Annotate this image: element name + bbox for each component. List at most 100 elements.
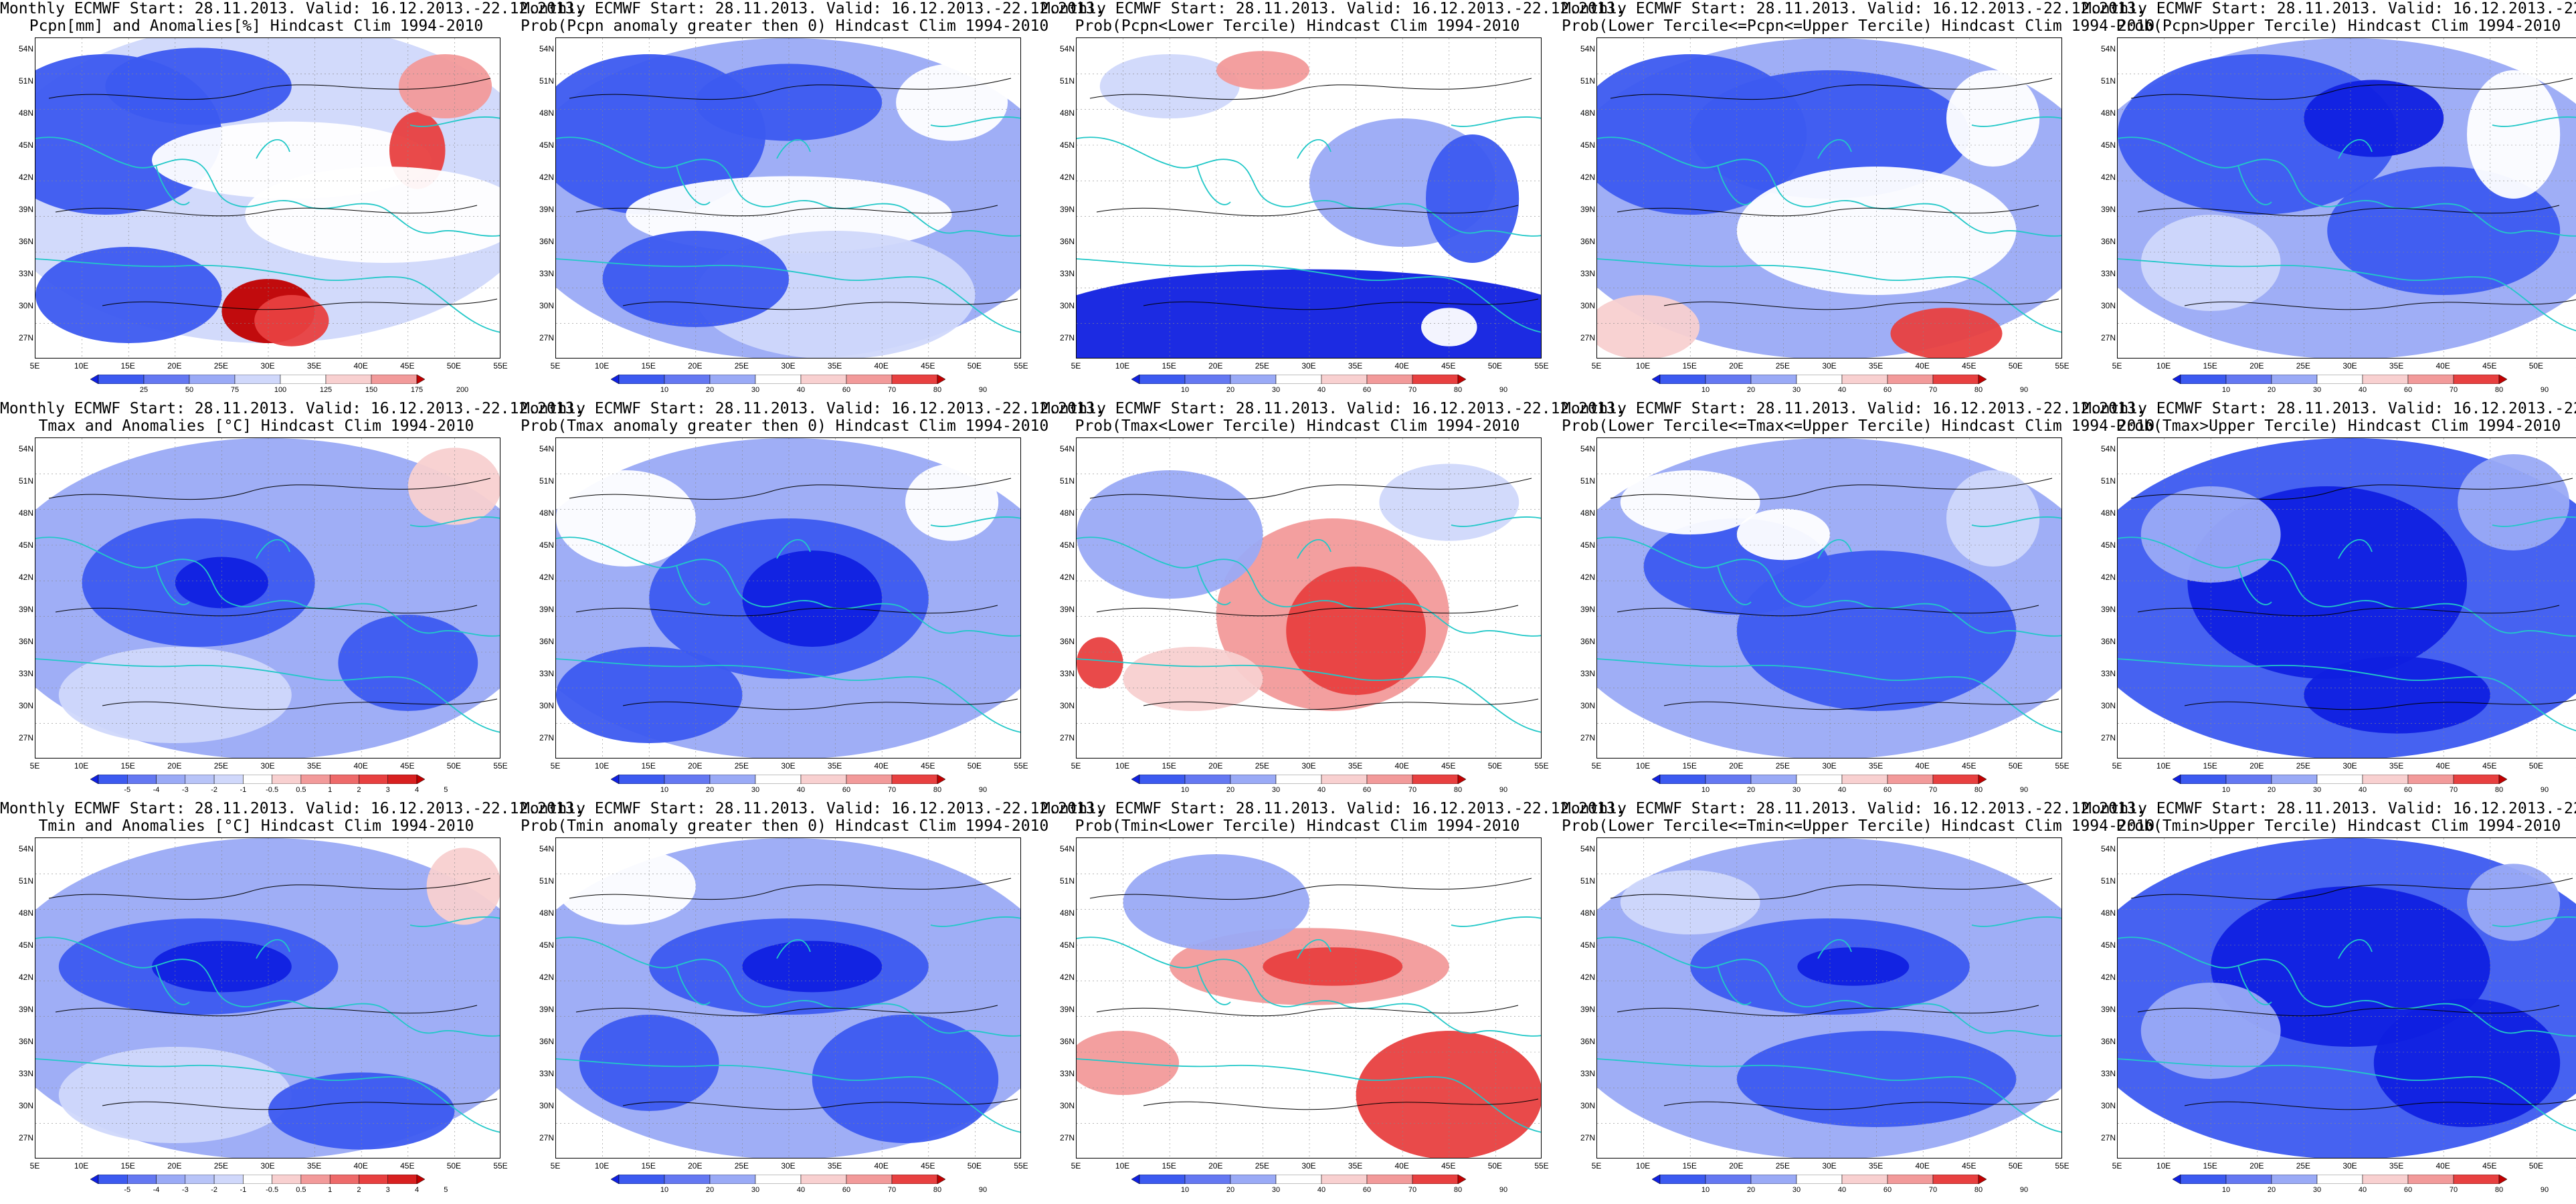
- panel-title-line2: Tmax and Anomalies [°C] Hindcast Clim 19…: [38, 417, 474, 435]
- colorbar-arrow-left: [90, 1175, 99, 1184]
- lat-label: 39N: [539, 205, 554, 214]
- colorbar-label: 60: [842, 786, 851, 794]
- lat-label: 27N: [2100, 733, 2116, 742]
- map-panel: Monthly ECMWF Start: 28.11.2013. Valid: …: [0, 800, 583, 1201]
- lon-label: 40E: [1915, 1161, 1930, 1171]
- lat-label: 33N: [18, 269, 33, 278]
- colorbar-label: 30: [1792, 386, 1801, 394]
- colorbar-label: 40: [2358, 386, 2367, 394]
- colorbar-label: 80: [2494, 1186, 2504, 1194]
- lat-label: 45N: [1059, 540, 1075, 550]
- colorbar: [1652, 1175, 1987, 1184]
- forecast-map: [35, 37, 500, 359]
- lat-label: 51N: [539, 876, 554, 886]
- colorbar-segment: [891, 775, 938, 784]
- lon-label: 5E: [550, 761, 561, 771]
- lon-label: 10E: [1115, 1161, 1130, 1171]
- lon-label: 15E: [1682, 361, 1697, 371]
- colorbar-label: 70: [1928, 1186, 1938, 1194]
- lat-label: 42N: [18, 573, 33, 582]
- colorbar-label: 80: [1453, 1186, 1463, 1194]
- lat-label: 45N: [2100, 140, 2116, 150]
- map-field: [35, 438, 500, 758]
- colorbar-segment: [2407, 375, 2454, 384]
- coastline: [1077, 916, 1541, 1133]
- lon-label: 50E: [2528, 761, 2544, 771]
- lat-label: 54N: [1059, 44, 1075, 54]
- lat-label: 42N: [539, 173, 554, 182]
- lat-label: 27N: [18, 1133, 33, 1142]
- colorbar-label: 60: [2403, 786, 2413, 794]
- colorbar-arrow-left: [90, 775, 99, 784]
- lon-label: 45E: [1441, 361, 1456, 371]
- colorbar-segment: [2316, 775, 2363, 784]
- colorbar-segment: [300, 775, 331, 784]
- colorbar-segment: [800, 375, 847, 384]
- lat-label: 51N: [1059, 876, 1075, 886]
- colorbar-segment: [387, 1175, 418, 1184]
- colorbar-segment: [1750, 775, 1797, 784]
- lat-label: 27N: [539, 1133, 554, 1142]
- lat-label: 48N: [1059, 508, 1075, 518]
- colorbar-segment: [2362, 375, 2409, 384]
- colorbar-arrow-right: [416, 1175, 425, 1184]
- map-panel: Monthly ECMWF Start: 28.11.2013. Valid: …: [0, 400, 584, 801]
- lat-label: 54N: [18, 444, 33, 454]
- lon-label: 40E: [353, 761, 368, 771]
- lon-label: 50E: [2528, 1161, 2544, 1171]
- lat-label: 42N: [1580, 573, 1595, 582]
- lat-label: 48N: [18, 108, 33, 118]
- lon-label: 50E: [967, 761, 982, 771]
- lat-label: 39N: [539, 1005, 554, 1014]
- lon-label: 15E: [120, 1161, 135, 1171]
- lat-label: 42N: [18, 973, 33, 982]
- coastline: [1597, 516, 2061, 733]
- lon-label: 5E: [1071, 361, 1081, 371]
- colorbar-label: 10: [2221, 1186, 2231, 1194]
- colorbar: [611, 1175, 945, 1184]
- colorbar-label: 70: [1408, 1186, 1417, 1194]
- lon-label: 10E: [594, 761, 610, 771]
- colorbar-label: 150: [365, 386, 378, 394]
- colorbar-segment: [1796, 1175, 1843, 1184]
- lon-label: 50E: [446, 361, 462, 371]
- panel-title-line1: Monthly ECMWF Start: 28.11.2013. Valid: …: [1041, 400, 1625, 417]
- lon-label: 55E: [1014, 361, 1028, 371]
- map-field: [2118, 838, 2576, 1158]
- lat-label: 27N: [1580, 733, 1595, 742]
- colorbar-segment: [1932, 775, 1979, 784]
- colorbar-label: 80: [2494, 386, 2504, 394]
- map-field: [1597, 38, 2061, 358]
- colorbar-label: 40: [796, 786, 806, 794]
- lat-label: 27N: [539, 333, 554, 342]
- panel-title-line1: Monthly ECMWF Start: 28.11.2013. Valid: …: [0, 400, 584, 417]
- shaded-region: [1597, 295, 1700, 358]
- colorbar-arrow-right: [1457, 775, 1466, 784]
- colorbar-label: 10: [660, 1186, 669, 1194]
- colorbar-segment: [2316, 1175, 2363, 1184]
- shaded-region: [896, 64, 1008, 141]
- colorbar-segment: [1230, 775, 1277, 784]
- lon-label: 50E: [2528, 361, 2544, 371]
- lon-label: 5E: [1591, 361, 1602, 371]
- coastline: [2118, 516, 2576, 732]
- colorbar: [90, 1175, 425, 1184]
- colorbar-segment: [300, 1175, 331, 1184]
- lat-label: 39N: [1580, 605, 1595, 614]
- lat-label: 51N: [18, 476, 33, 486]
- forecast-map: [1076, 37, 1542, 359]
- colorbar-segment: [618, 1175, 665, 1184]
- lon-label: 40E: [2435, 761, 2450, 771]
- lon-label: 55E: [493, 761, 508, 771]
- lon-label: 55E: [1014, 1161, 1028, 1171]
- lon-label: 45E: [400, 361, 415, 371]
- lon-label: 50E: [1487, 361, 1503, 371]
- colorbar-segment: [280, 375, 327, 384]
- lon-label: 20E: [1208, 361, 1223, 371]
- lon-label: 45E: [2482, 1161, 2497, 1171]
- lat-label: 33N: [539, 269, 554, 278]
- colorbar-segment: [234, 375, 281, 384]
- colorbar-arrow-left: [2173, 775, 2181, 784]
- colorbar-segment: [1275, 1175, 1322, 1184]
- coastline: [1597, 116, 2061, 333]
